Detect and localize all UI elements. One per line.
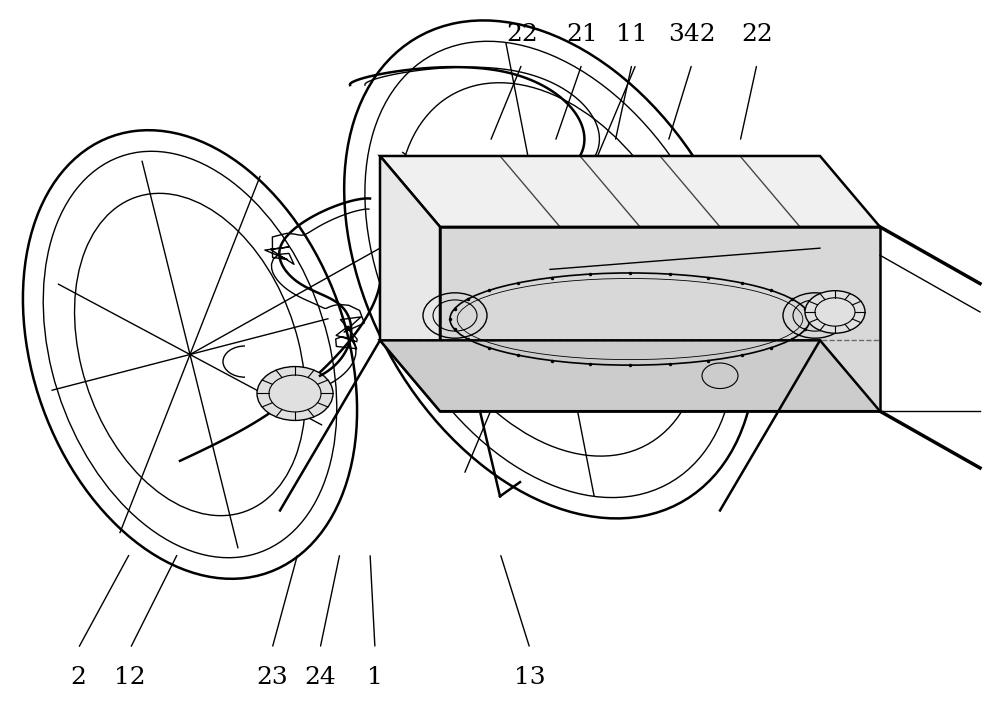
Text: 342: 342 bbox=[668, 23, 716, 46]
Text: 11: 11 bbox=[616, 23, 648, 46]
Text: 24: 24 bbox=[304, 666, 336, 689]
Ellipse shape bbox=[805, 291, 865, 333]
Polygon shape bbox=[440, 227, 880, 411]
Polygon shape bbox=[380, 156, 440, 411]
Text: 21: 21 bbox=[566, 23, 598, 46]
Text: 22: 22 bbox=[741, 23, 773, 46]
Ellipse shape bbox=[257, 367, 333, 420]
Ellipse shape bbox=[23, 130, 357, 579]
Text: 1: 1 bbox=[367, 666, 383, 689]
Polygon shape bbox=[380, 156, 880, 227]
Ellipse shape bbox=[344, 21, 756, 518]
Text: 23: 23 bbox=[256, 666, 288, 689]
Text: 22: 22 bbox=[506, 23, 538, 46]
Text: 12: 12 bbox=[114, 666, 146, 689]
Text: 13: 13 bbox=[514, 666, 546, 689]
Text: 2: 2 bbox=[70, 666, 86, 689]
Polygon shape bbox=[380, 340, 880, 411]
